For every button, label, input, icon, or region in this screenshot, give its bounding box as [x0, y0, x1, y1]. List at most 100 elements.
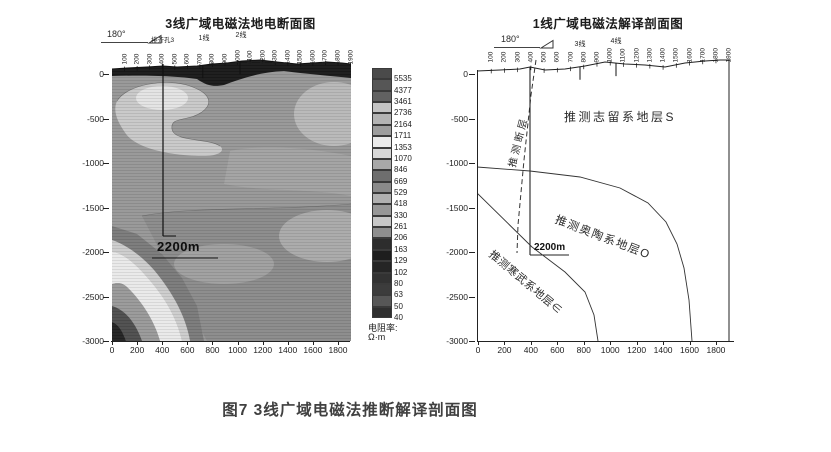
x-tick-label: 1800 — [706, 345, 726, 355]
y-axis-tick — [103, 296, 109, 298]
station-label: 1400 — [659, 47, 667, 62]
colorbar-cell — [372, 295, 392, 307]
x-tick-label: 200 — [497, 345, 512, 355]
colorbar-value: 4377 — [394, 85, 412, 95]
colorbar-cell — [372, 102, 392, 114]
colorbar-value: 63 — [394, 290, 403, 300]
surface-line — [112, 59, 351, 70]
x-tick-label: 800 — [205, 345, 220, 355]
station-label: 1900 — [347, 49, 355, 64]
x-axis-tick — [478, 341, 479, 345]
x-tick-label: 800 — [576, 345, 591, 355]
y-axis-tick — [469, 74, 475, 75]
x-axis-tick — [636, 341, 638, 345]
x-tick-label: 400 — [523, 345, 538, 355]
north-arrow-icon — [147, 34, 162, 44]
line3-marker-label: 3线 — [574, 41, 586, 48]
x-tick-label: 1200 — [253, 345, 273, 355]
y-tick-label: -1000 — [82, 158, 104, 168]
colorbar-cell — [372, 215, 392, 228]
y-axis-tick — [103, 163, 109, 164]
y-axis-tick — [103, 118, 109, 120]
x-axis-tick — [610, 341, 612, 345]
colorbar-value: 163 — [394, 244, 408, 254]
cambrian-top-boundary — [477, 192, 599, 341]
x-axis-tick — [162, 341, 164, 345]
station-label: 1800 — [334, 49, 342, 64]
x-tick-label: 0 — [109, 345, 115, 355]
colorbar-value: 1353 — [394, 142, 412, 152]
colorbar-value: 40 — [394, 313, 403, 322]
figure-caption: 图7 3线广域电磁法推断解译剖面图 — [222, 402, 478, 419]
station-label: 1800 — [712, 47, 720, 62]
colorbar-value: 129 — [394, 256, 408, 266]
station-label: 1100 — [619, 48, 627, 62]
x-tick-label: 1400 — [653, 345, 673, 355]
colorbar-value: 669 — [394, 176, 408, 186]
x-axis-tick — [312, 341, 314, 345]
colorbar-cell — [372, 238, 392, 250]
colorbar-value: 418 — [394, 199, 408, 209]
colorbar-unit-2: Ω·m — [368, 332, 386, 342]
line2-marker-label: 2线 — [235, 32, 247, 39]
left-bearing-line — [101, 42, 148, 43]
station-label: 500 — [171, 53, 179, 64]
y-axis-tick — [469, 163, 475, 164]
station-label: 1000 — [234, 49, 242, 64]
x-tick-label: 600 — [180, 345, 195, 355]
y-axis-tick — [469, 341, 475, 342]
station-label: 300 — [146, 53, 154, 64]
y-tick-label: -500 — [86, 113, 104, 124]
y-axis-tick — [469, 207, 475, 209]
colorbar-value: 50 — [394, 301, 403, 311]
y-tick-label: 0 — [463, 69, 468, 79]
x-tick-label: 1200 — [627, 345, 647, 355]
x-axis-tick — [689, 341, 691, 345]
interpretation-section-plot — [477, 58, 730, 341]
y-tick-label: -2500 — [446, 291, 468, 302]
colorbar-value: 2736 — [394, 108, 412, 118]
x-axis-tick — [557, 341, 559, 345]
station-label: 600 — [553, 51, 561, 62]
station-label: 1200 — [633, 47, 641, 62]
colorbar-cell — [372, 170, 392, 182]
station-label: 900 — [593, 51, 601, 62]
x-tick-label: 600 — [550, 345, 565, 355]
station-label: 1900 — [725, 47, 733, 62]
x-axis-tick — [530, 341, 532, 345]
x-axis-tick — [583, 341, 585, 345]
station-label: 200 — [500, 51, 508, 62]
x-tick-label: 1600 — [303, 345, 323, 355]
borehole-depth-label: 2200m — [157, 239, 200, 254]
station-label: 1100 — [246, 50, 254, 64]
y-tick-label: -2500 — [82, 291, 104, 302]
x-axis-tick — [504, 341, 506, 345]
x-tick-label: 200 — [130, 345, 145, 355]
x-tick-label: 1800 — [328, 345, 348, 355]
station-label: 100 — [487, 51, 495, 62]
colorbar-cell — [372, 306, 392, 318]
colorbar-cell — [372, 204, 392, 216]
colorbar-cell — [372, 158, 392, 171]
y-tick-label: 0 — [99, 69, 104, 79]
x-axis-tick — [112, 341, 113, 345]
colorbar-value: 2164 — [394, 119, 412, 129]
y-axis-tick — [103, 74, 109, 75]
y-tick-label: -3000 — [446, 336, 468, 346]
colorbar-value: 5535 — [394, 74, 412, 84]
section-fill — [112, 60, 351, 341]
station-label: 1200 — [259, 49, 267, 64]
borehole-depth-label: 2200m — [534, 242, 566, 253]
x-axis-tick — [262, 341, 264, 345]
station-label: 1600 — [686, 47, 694, 62]
x-tick-label: 1000 — [600, 345, 620, 355]
y-axis-tick — [469, 252, 475, 253]
colorbar-value: 330 — [394, 210, 408, 220]
right-bearing-label: 180° — [501, 34, 520, 44]
y-axis-tick — [103, 207, 109, 209]
station-ticks — [124, 58, 351, 79]
colorbar-value: 846 — [394, 165, 408, 175]
